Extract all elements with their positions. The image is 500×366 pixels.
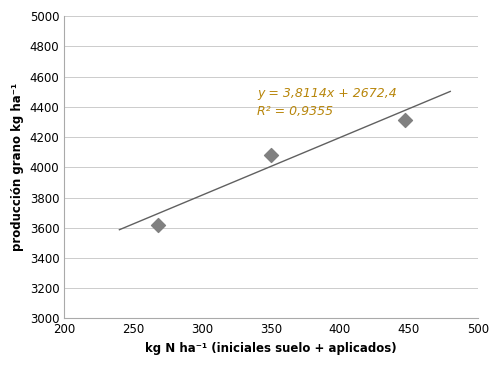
Point [267, 152, 275, 158]
Text: y = 3,8114x + 2672,4: y = 3,8114x + 2672,4 [258, 87, 397, 100]
Point [401, 117, 409, 123]
Point [154, 222, 162, 228]
X-axis label: kg N ha⁻¹ (iniciales suelo + aplicados): kg N ha⁻¹ (iniciales suelo + aplicados) [145, 342, 397, 355]
Y-axis label: producción grano kg ha⁻¹: producción grano kg ha⁻¹ [11, 83, 24, 251]
Text: R² = 0,9355: R² = 0,9355 [258, 105, 334, 118]
